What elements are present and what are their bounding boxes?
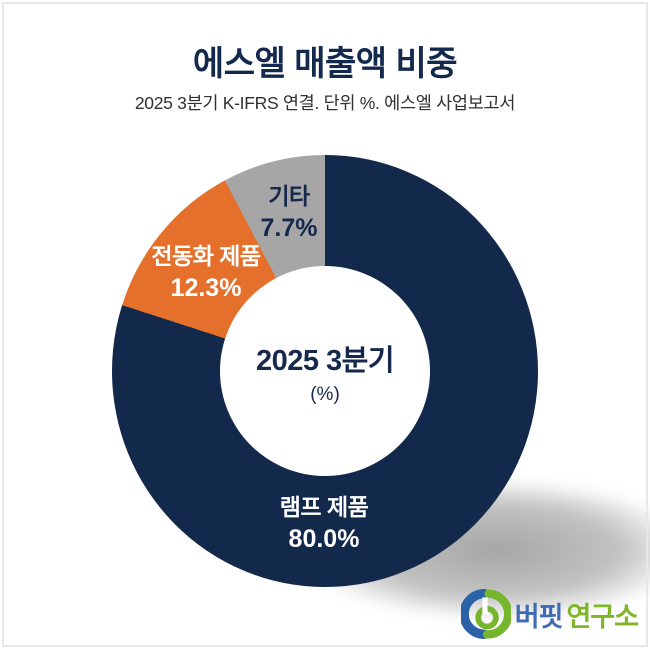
logo-text-part1: 버핏 bbox=[514, 601, 564, 632]
donut-hole: 2025 3분기 (%) bbox=[220, 266, 430, 476]
page-subtitle: 2025 3분기 K-IFRS 연결. 단위 %. 에스엘 사업보고서 bbox=[134, 93, 516, 113]
slice-value: 12.3% bbox=[170, 274, 242, 302]
slice-name: 기타 bbox=[268, 183, 310, 209]
slice-name: 전동화 제품 bbox=[151, 243, 261, 269]
buffett-lab-logo-icon bbox=[460, 589, 511, 639]
slice-value: 7.7% bbox=[260, 214, 318, 242]
slice-label-others: 기타 7.7% bbox=[261, 180, 318, 245]
center-label-unit: (%) bbox=[310, 383, 340, 405]
slice-label-lamp: 램프 제품 80.0% bbox=[280, 491, 369, 556]
center-label-period: 2025 3분기 bbox=[255, 344, 395, 377]
logo-text-part2: 연구소 bbox=[566, 601, 639, 632]
slice-name: 램프 제품 bbox=[279, 494, 369, 520]
page-title: 에스엘 매출액 비중 bbox=[192, 45, 458, 83]
slice-value: 80.0% bbox=[288, 525, 360, 553]
slice-label-electrification: 전동화 제품 12.3% bbox=[151, 240, 261, 305]
buffett-lab-logo: 버핏 연구소 bbox=[460, 589, 639, 639]
